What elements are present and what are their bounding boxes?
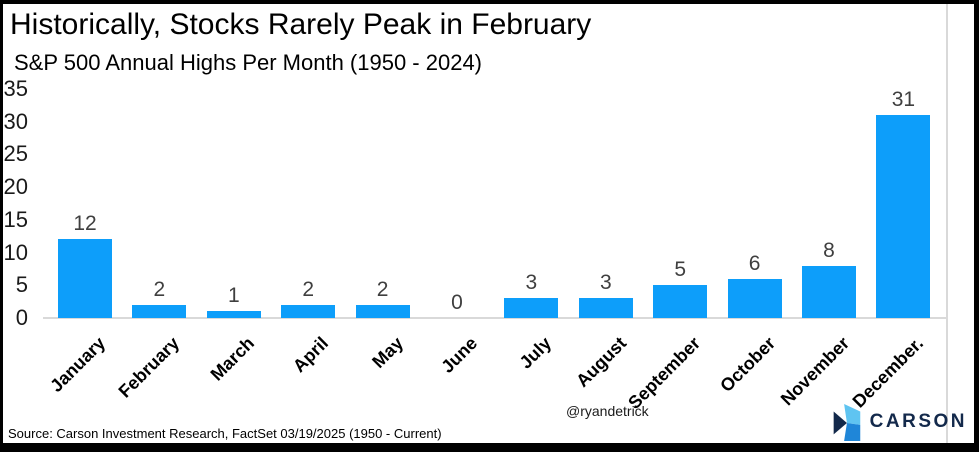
bar-may bbox=[355, 304, 410, 318]
y-axis-tick-0: 0 bbox=[15, 305, 28, 330]
bar-january bbox=[58, 239, 112, 318]
carson-logo: CARSON bbox=[831, 403, 967, 441]
carson-logo-midblue-shape bbox=[843, 422, 860, 441]
frame-border-right bbox=[974, 0, 979, 452]
value-label-february: 2 bbox=[153, 277, 166, 301]
bar-september bbox=[653, 285, 708, 318]
carson-logo-lightblue-shape bbox=[843, 403, 860, 425]
chart-title: Historically, Stocks Rarely Peak in Febr… bbox=[10, 8, 592, 41]
value-label-june: 0 bbox=[451, 291, 463, 314]
value-label-march: 1 bbox=[227, 284, 240, 308]
twitter-handle: @ryandetrick bbox=[566, 403, 649, 419]
y-axis-tick-30: 30 bbox=[3, 108, 28, 134]
bar-october bbox=[727, 278, 782, 318]
value-label-december: 31 bbox=[891, 88, 916, 112]
plot-right-border-line bbox=[946, 4, 948, 443]
bar-july bbox=[504, 298, 559, 318]
y-axis-tick-10: 10 bbox=[3, 239, 28, 265]
value-label-november: 8 bbox=[823, 238, 835, 262]
carson-logo-text: CARSON bbox=[869, 411, 967, 432]
frame-border-left bbox=[0, 0, 3, 452]
value-label-july: 3 bbox=[525, 271, 538, 295]
value-label-september: 5 bbox=[674, 258, 687, 282]
y-axis-tick-5: 5 bbox=[15, 272, 28, 298]
y-axis-tick-35: 35 bbox=[3, 76, 28, 101]
y-axis-tick-25: 25 bbox=[3, 141, 28, 167]
bar-february bbox=[132, 304, 187, 318]
value-label-may: 2 bbox=[376, 277, 389, 301]
carson-logo-navy-triangle bbox=[833, 411, 847, 435]
y-axis-tick-15: 15 bbox=[3, 206, 28, 232]
bar-december bbox=[876, 115, 931, 318]
carson-logo-icon bbox=[833, 403, 860, 441]
frame-border-bottom bbox=[0, 443, 979, 452]
frame-border-top bbox=[0, 0, 979, 4]
bar-august bbox=[578, 298, 633, 318]
value-label-april: 2 bbox=[302, 277, 315, 301]
value-label-august: 3 bbox=[599, 271, 612, 295]
bar-april bbox=[281, 304, 336, 318]
bar-november bbox=[802, 265, 856, 318]
chart-subtitle: S&P 500 Annual Highs Per Month (1950 - 2… bbox=[14, 50, 483, 75]
source-note: Source: Carson Investment Research, Fact… bbox=[8, 426, 442, 441]
y-axis-tick-20: 20 bbox=[3, 174, 28, 200]
bar-march bbox=[206, 311, 261, 318]
value-label-october: 6 bbox=[748, 251, 761, 275]
value-label-january: 12 bbox=[73, 212, 97, 236]
x-axis-baseline bbox=[43, 317, 947, 319]
